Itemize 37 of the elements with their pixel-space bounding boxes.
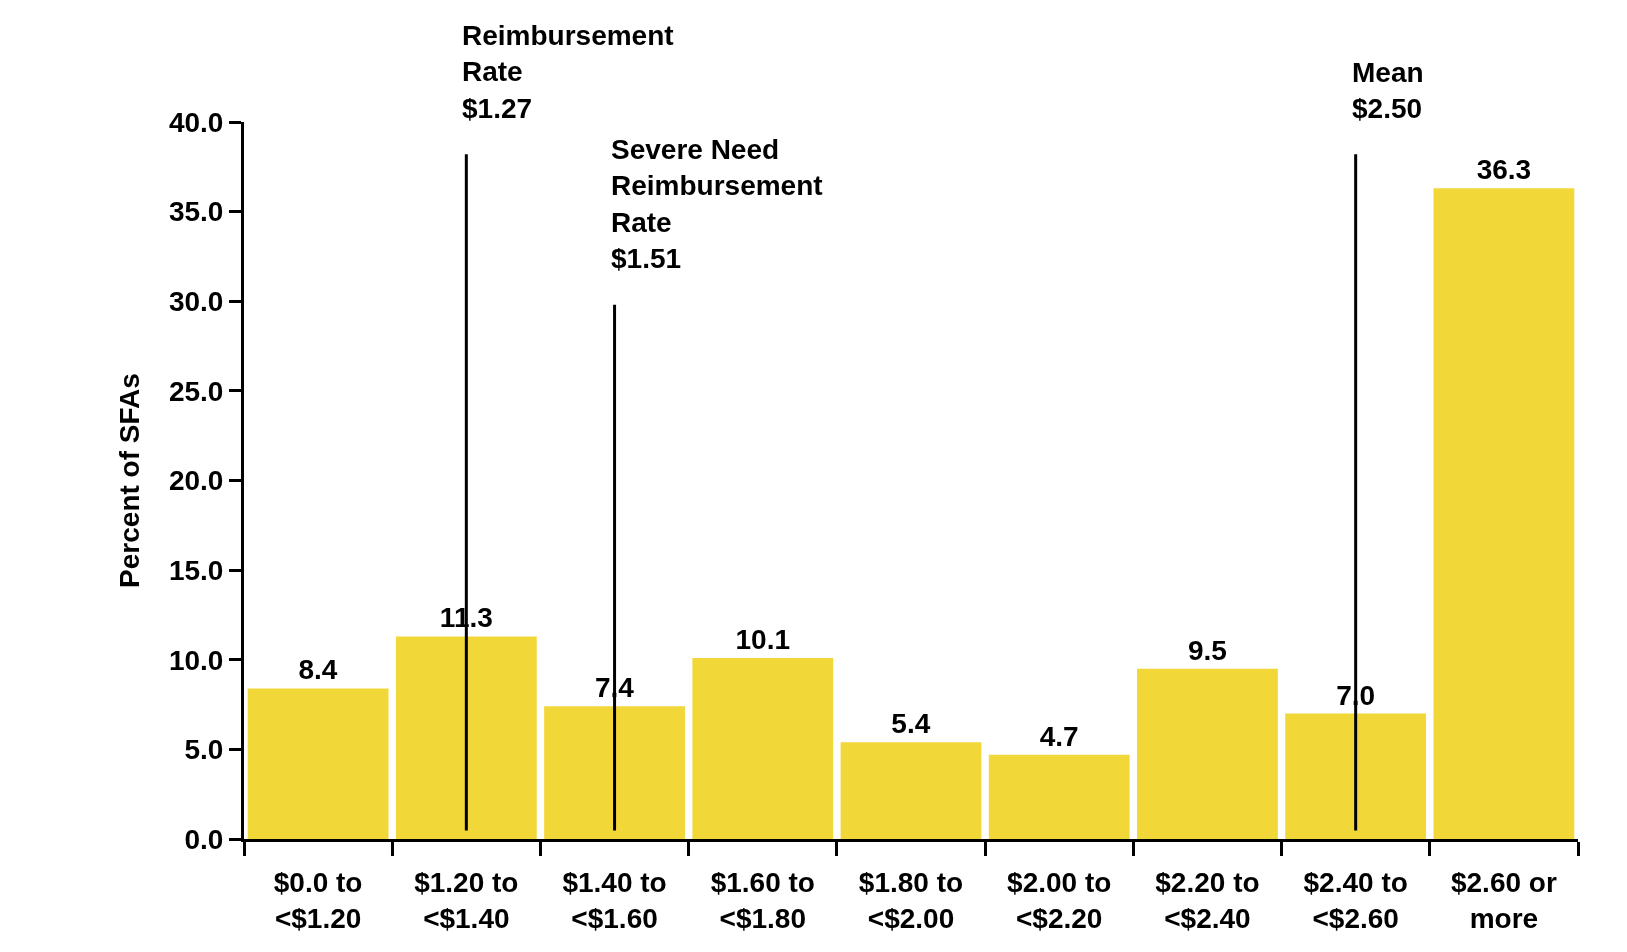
bar (692, 657, 834, 839)
data-label: 9.5 (1187, 634, 1227, 666)
x-tick-label: $1.20 to <$1.40 (414, 866, 519, 934)
x-tick-label: $1.80 to <$2.00 (858, 866, 964, 934)
x-tick-label: $2.40 to <$2.60 (1303, 866, 1408, 934)
data-label: 4.7 (1039, 720, 1079, 752)
ref-line-label: Severe Need Reimbursement Rate $1.51 (611, 134, 823, 275)
ref-line-label: Mean $2.50 (1352, 57, 1424, 125)
bar (247, 688, 389, 839)
bar (1433, 188, 1575, 839)
bar (395, 636, 537, 839)
y-tick-label: 30.0 (168, 286, 224, 318)
data-label: 8.4 (298, 654, 338, 686)
bar (988, 754, 1130, 839)
y-axis-title: Percent of SFAs (113, 373, 145, 588)
data-label: 36.3 (1476, 154, 1532, 186)
y-tick-label: 25.0 (168, 375, 224, 407)
x-tick-label: $1.60 to <$1.80 (710, 866, 815, 934)
y-tick-label: 5.0 (184, 734, 224, 766)
x-tick-label: $0.0 to <$1.20 (273, 866, 363, 934)
bar (840, 742, 982, 839)
y-tick-label: 35.0 (168, 196, 224, 228)
y-tick-label: 15.0 (168, 554, 224, 586)
y-tick-label: 40.0 (168, 106, 224, 138)
bar (1285, 713, 1427, 839)
x-tick-label: $1.40 to <$1.60 (562, 866, 667, 934)
bar (544, 706, 685, 839)
y-tick-label: 0.0 (184, 823, 224, 855)
ref-line-label: Reimbursement Rate $1.27 (462, 20, 674, 124)
x-tick-label: $2.00 to <$2.20 (1007, 866, 1112, 934)
x-tick-label: $2.20 to <$2.40 (1155, 866, 1260, 934)
y-tick-label: 20.0 (168, 465, 224, 497)
y-tick-label: 10.0 (168, 644, 224, 676)
bar (1137, 668, 1278, 839)
x-tick-label: $2.60 or more (1450, 866, 1557, 934)
data-label: 5.4 (891, 708, 931, 740)
data-label: 10.1 (735, 623, 791, 655)
